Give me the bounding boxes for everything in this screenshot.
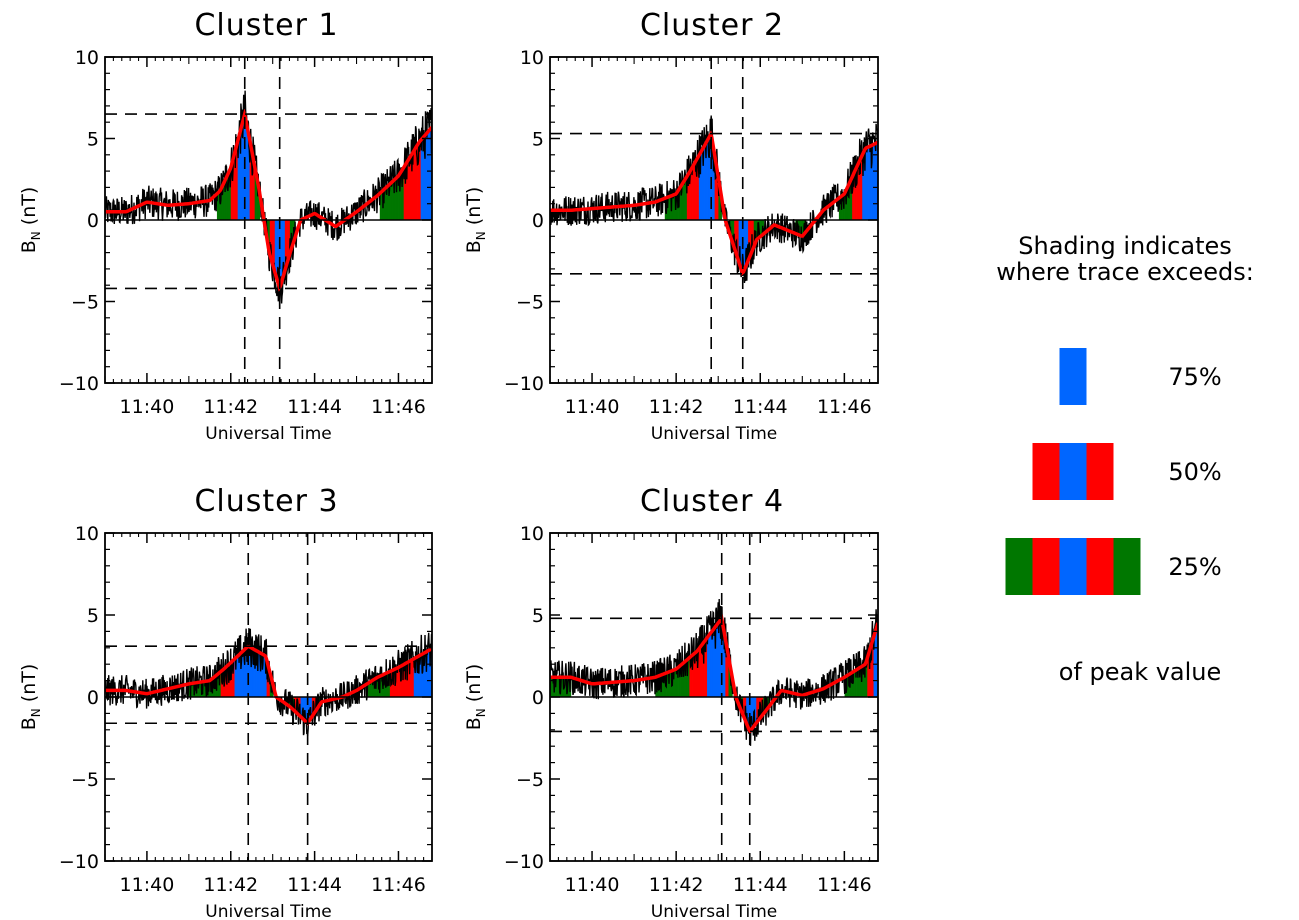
y-tick-label: −5: [71, 292, 99, 314]
panel-title: Cluster 1: [194, 8, 338, 43]
x-tick-label: 11:44: [733, 396, 788, 418]
chart-panel-2: −10 −5 0 5 10 11:40 11:42 11:44 11:46 Cluster 2 Un…: [463, 8, 879, 444]
x-tick-label: 11:46: [371, 396, 426, 418]
legend-item-label: 75%: [1168, 363, 1221, 391]
chart-panel-1: −10 −5 0 5 10 11:40 11:42 11:44 11:46 Cluster 1 Un…: [18, 8, 433, 444]
legend-swatch-band: [1005, 538, 1033, 595]
x-axis-label: Universal Time: [205, 902, 331, 920]
x-tick-label: 11:46: [817, 396, 872, 418]
x-tick-label: 11:44: [733, 874, 788, 896]
x-axis-label: Universal Time: [651, 424, 777, 444]
y-tick-label: −10: [59, 851, 99, 873]
y-tick-label: 10: [75, 47, 99, 69]
y-tick-label: 0: [87, 210, 99, 232]
y-tick-label: −5: [516, 292, 544, 314]
y-tick-label: 10: [520, 47, 544, 69]
legend-heading-line2: where trace exceeds:: [996, 258, 1254, 286]
x-tick-label: 11:42: [649, 396, 704, 418]
legend-item-label: 50%: [1168, 458, 1221, 486]
x-tick-label: 11:44: [287, 874, 342, 896]
legend-swatch-band: [1059, 348, 1087, 405]
x-tick-label: 11:40: [565, 396, 620, 418]
y-axis-label: BN (nT): [18, 187, 43, 254]
legend-swatch-band: [1086, 538, 1114, 595]
y-tick-label: 0: [532, 687, 544, 709]
y-tick-label: −10: [504, 373, 544, 395]
x-axis-label: Universal Time: [651, 902, 777, 920]
x-tick-label: 11:46: [371, 874, 426, 896]
legend-item-50pct: 50%: [1032, 443, 1222, 500]
smoothed-trace: [550, 130, 878, 276]
legend-swatch-band: [1113, 538, 1141, 595]
panel-title: Cluster 3: [194, 484, 338, 519]
x-tick-label: 11:40: [120, 874, 175, 896]
legend-item-25pct: 25%: [1005, 538, 1222, 595]
y-tick-label: 10: [75, 523, 99, 545]
legend-footer: of peak value: [1059, 658, 1222, 686]
y-tick-label: 5: [87, 605, 99, 627]
y-tick-label: −10: [504, 851, 544, 873]
x-tick-label: 11:42: [203, 874, 258, 896]
y-tick-label: −10: [59, 373, 99, 395]
y-tick-label: −5: [71, 769, 99, 791]
x-tick-label: 11:46: [817, 874, 872, 896]
x-tick-label: 11:40: [120, 396, 175, 418]
smoothed-trace: [550, 614, 878, 734]
y-tick-label: 5: [532, 605, 544, 627]
legend-swatch-band: [1032, 538, 1060, 595]
y-axis-label: BN (nT): [18, 664, 43, 731]
smoothed-trace: [105, 108, 432, 292]
x-tick-label: 11:42: [649, 874, 704, 896]
x-axis-label: Universal Time: [205, 424, 331, 444]
y-tick-label: 0: [87, 687, 99, 709]
y-tick-label: −5: [516, 769, 544, 791]
x-tick-label: 11:42: [203, 396, 258, 418]
raw-trace: [105, 90, 432, 309]
y-tick-label: 5: [532, 129, 544, 151]
panel-title: Cluster 4: [640, 484, 784, 519]
legend-swatch-band: [1032, 443, 1060, 500]
shading-legend: Shading indicates where trace exceeds: 7…: [996, 232, 1254, 686]
raw-trace: [105, 628, 432, 736]
legend-swatch-band: [1086, 443, 1114, 500]
y-axis-label: BN (nT): [463, 187, 488, 254]
legend-swatch-band: [1059, 538, 1087, 595]
smoothed-trace: [105, 644, 432, 726]
legend-item-label: 25%: [1168, 553, 1221, 581]
legend-swatch-band: [1059, 443, 1087, 500]
chart-panel-4: −10 −5 0 5 10 11:40 11:42 11:44 11:46 Cluster 4 Un…: [463, 484, 879, 920]
legend-heading-line1: Shading indicates: [1018, 232, 1232, 260]
chart-panel-3: −10 −5 0 5 10 11:40 11:42 11:44 11:46 Cluster 3 Un…: [18, 484, 433, 920]
x-tick-label: 11:40: [565, 874, 620, 896]
y-tick-label: 0: [532, 210, 544, 232]
y-tick-label: 10: [520, 523, 544, 545]
panel-title: Cluster 2: [640, 8, 784, 43]
legend-item-75pct: 75%: [1059, 348, 1222, 405]
y-axis-label: BN (nT): [463, 664, 488, 731]
y-tick-label: 5: [87, 129, 99, 151]
raw-trace: [550, 598, 878, 746]
x-tick-label: 11:44: [287, 396, 342, 418]
